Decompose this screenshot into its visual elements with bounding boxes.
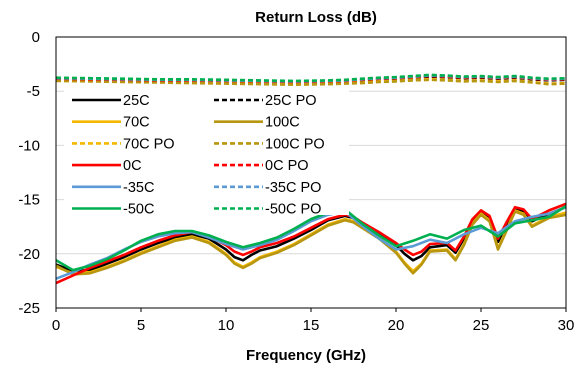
legend-label-11: -50C PO [265,202,321,218]
chart-title: Return Loss (dB) [255,9,377,26]
legend-label-6: 0C [123,158,142,174]
series-line-11 [55,73,567,83]
x-tick-label: 5 [137,317,145,334]
x-tick-label: 15 [303,317,320,334]
legend-label-1: 25C PO [265,93,317,109]
y-tick-label: -10 [18,137,40,154]
x-tick-label: 10 [218,317,235,334]
legend-label-7: 0C PO [265,158,309,174]
tick-labels: 0 -5 -10 -15 -20 -25 0 5 10 15 20 25 30 [18,29,574,334]
x-tick-label: 0 [52,317,60,334]
x-tick-label: 20 [388,317,405,334]
legend-label-8: -35C [123,180,154,196]
x-axis-label: Frequency (GHz) [246,347,366,364]
series-group [55,73,567,285]
legend-label-0: 25C [123,93,150,109]
legend-background [64,90,349,215]
x-tick-label: 25 [473,317,490,334]
legend-label-3: 100C [265,115,300,131]
series-line-5 [55,78,567,86]
y-tick-label: -20 [18,246,40,263]
legend-label-4: 70C PO [123,136,175,152]
y-tick-label: -25 [18,300,40,317]
y-tick-label: -15 [18,192,40,209]
legend: 25C 25C PO 70C 100C 70C PO 100C PO 0C 0C PO -35C… [64,90,349,218]
series-line-10 [55,205,567,272]
legend-label-2: 70C [123,115,150,131]
y-tick-label: -5 [27,83,40,100]
y-tick-label: 0 [32,29,40,46]
legend-label-10: -50C [123,202,154,218]
legend-label-5: 100C PO [265,136,325,152]
x-tick-label: 30 [558,317,575,334]
legend-label-9: -35C PO [265,180,321,196]
